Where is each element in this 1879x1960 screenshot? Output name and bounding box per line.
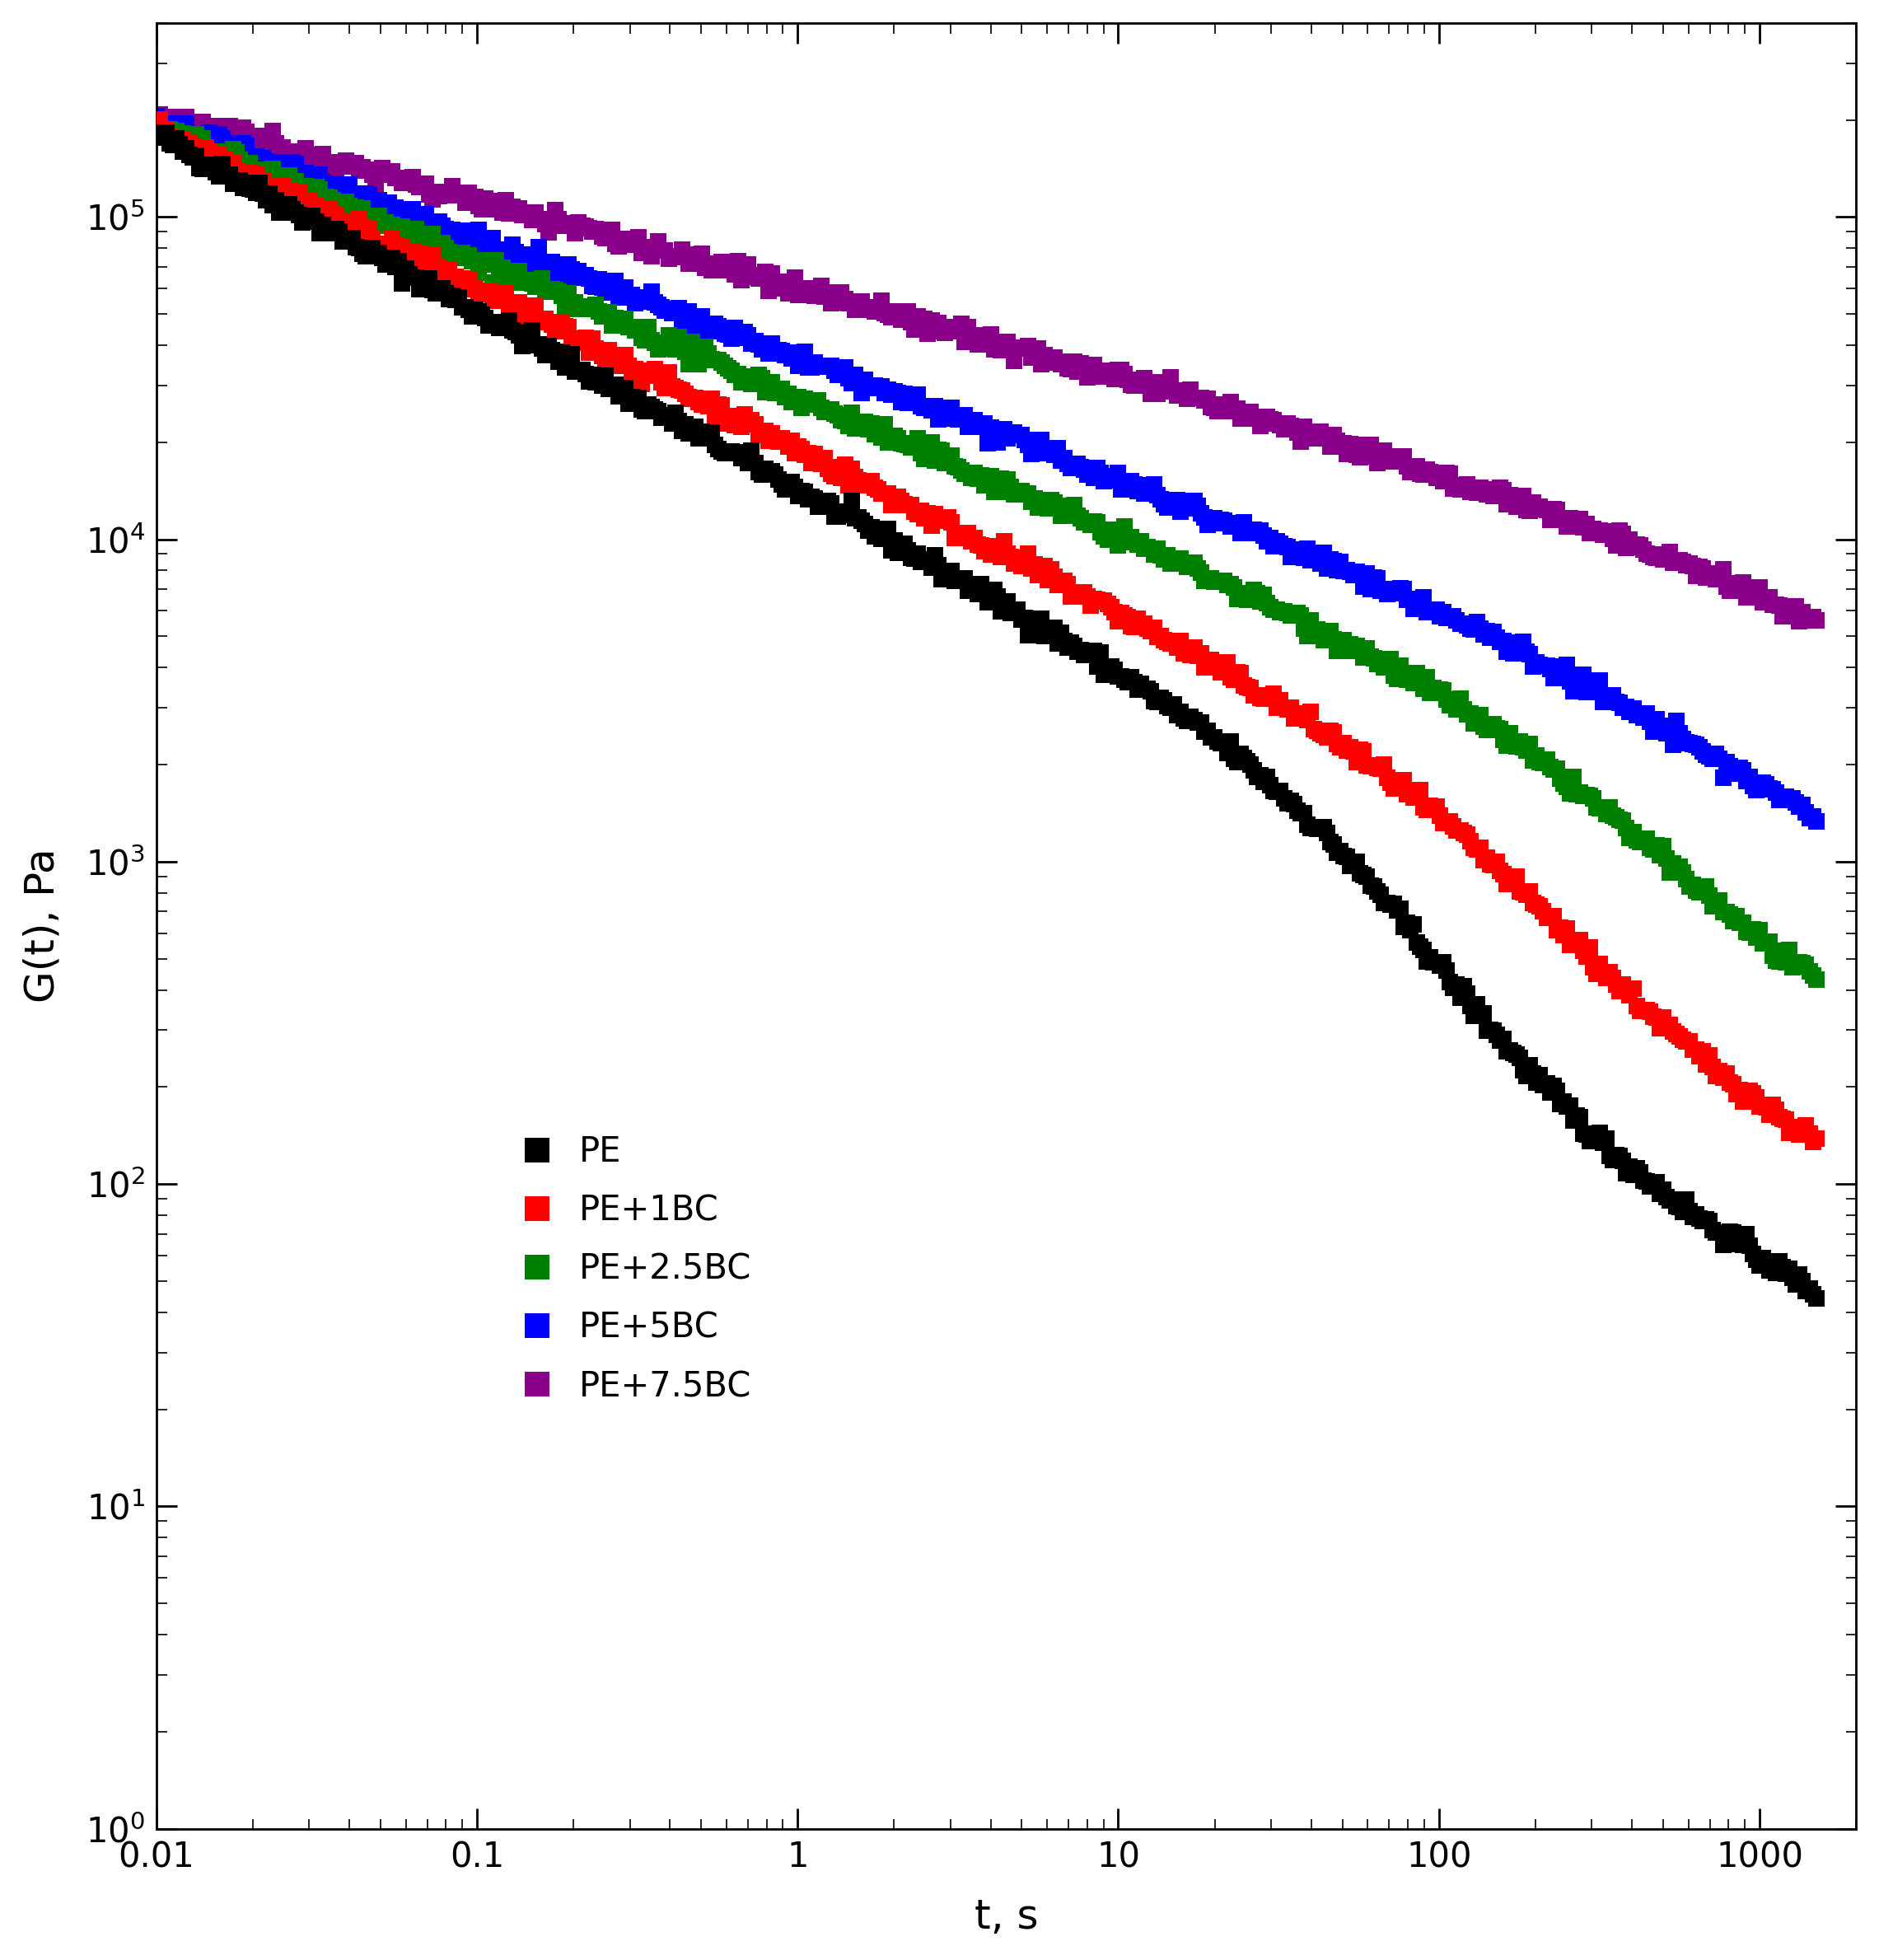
Line: PE+7.5BC: PE+7.5BC bbox=[148, 106, 1825, 629]
PE bbox=[1133, 676, 1156, 700]
PE+1BC bbox=[148, 108, 171, 131]
PE+5BC bbox=[934, 408, 956, 431]
PE bbox=[1764, 1260, 1787, 1284]
PE+2.5BC bbox=[1806, 968, 1828, 992]
PE+2.5BC bbox=[934, 451, 956, 474]
X-axis label: t, s: t, s bbox=[973, 1897, 1039, 1936]
PE+7.5BC bbox=[947, 318, 970, 341]
PE+5BC bbox=[1133, 482, 1156, 506]
PE bbox=[1043, 615, 1065, 639]
PE bbox=[1806, 1288, 1828, 1311]
PE+2.5BC bbox=[1043, 490, 1065, 514]
Legend: PE, PE+1BC, PE+2.5BC, PE+5BC, PE+7.5BC: PE, PE+1BC, PE+2.5BC, PE+5BC, PE+7.5BC bbox=[513, 1125, 761, 1415]
PE+7.5BC bbox=[148, 104, 171, 127]
PE+5BC bbox=[1505, 637, 1528, 661]
PE+5BC bbox=[1764, 780, 1787, 804]
Y-axis label: G(t), Pa: G(t), Pa bbox=[23, 849, 62, 1004]
PE+7.5BC bbox=[1789, 610, 1811, 633]
PE+2.5BC bbox=[1133, 537, 1156, 561]
PE+7.5BC bbox=[1806, 610, 1828, 633]
PE+1BC bbox=[1768, 1105, 1791, 1129]
PE+2.5BC bbox=[145, 108, 167, 131]
PE+5BC bbox=[943, 406, 966, 429]
PE+1BC bbox=[1047, 572, 1069, 596]
PE+2.5BC bbox=[1764, 949, 1787, 972]
PE+5BC bbox=[1043, 443, 1065, 466]
PE+1BC bbox=[1806, 1127, 1828, 1151]
PE+5BC bbox=[1806, 809, 1828, 833]
Line: PE+2.5BC: PE+2.5BC bbox=[148, 112, 1825, 988]
PE+2.5BC bbox=[943, 455, 966, 478]
Line: PE: PE bbox=[148, 123, 1825, 1307]
PE+1BC bbox=[1137, 617, 1159, 641]
PE+7.5BC bbox=[145, 104, 167, 127]
PE bbox=[943, 568, 966, 592]
PE+1BC bbox=[145, 112, 167, 135]
PE bbox=[1505, 1043, 1528, 1066]
PE+7.5BC bbox=[1509, 486, 1531, 510]
PE+2.5BC bbox=[1505, 735, 1528, 759]
PE+5BC bbox=[145, 104, 167, 127]
PE+1BC bbox=[1509, 880, 1531, 904]
PE bbox=[934, 559, 956, 582]
PE+1BC bbox=[936, 506, 958, 529]
PE+1BC bbox=[947, 525, 970, 549]
PE+7.5BC bbox=[1137, 370, 1159, 394]
PE bbox=[145, 120, 167, 143]
PE+7.5BC bbox=[1768, 594, 1791, 617]
Line: PE+1BC: PE+1BC bbox=[148, 112, 1825, 1151]
PE+7.5BC bbox=[936, 319, 958, 343]
PE+7.5BC bbox=[1047, 351, 1069, 374]
PE+1BC bbox=[1802, 1129, 1825, 1152]
Line: PE+5BC: PE+5BC bbox=[148, 108, 1825, 829]
